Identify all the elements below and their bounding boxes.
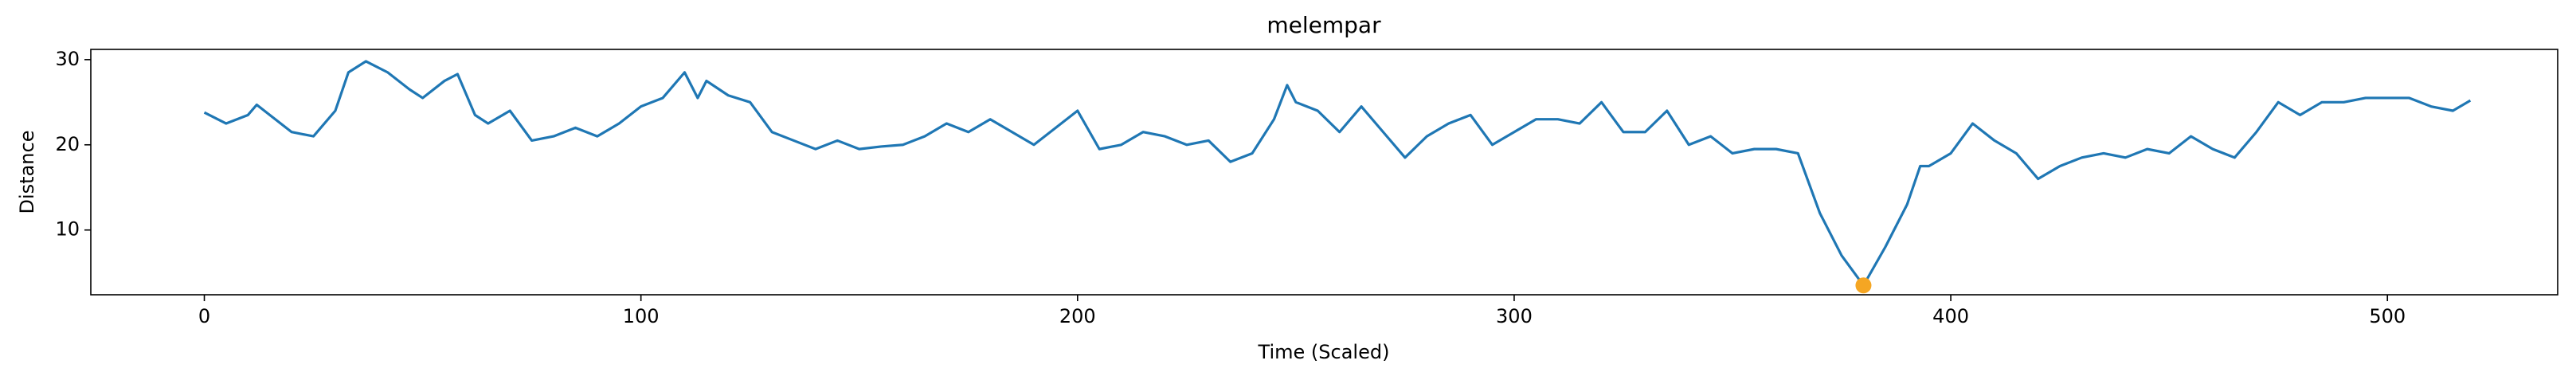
chart-title: melempar [1266, 12, 1381, 38]
x-tick-label: 400 [1932, 305, 1969, 327]
y-tick-label: 20 [55, 133, 80, 155]
x-tick-label: 200 [1059, 305, 1096, 327]
highlight-point [1855, 277, 1872, 294]
x-tick-label: 500 [2369, 305, 2406, 327]
y-tick-label: 10 [55, 218, 80, 241]
y-axis-label: Distance [16, 131, 38, 214]
plot-frame [90, 49, 2558, 296]
x-axis-label: Time (Scaled) [1258, 341, 1390, 363]
x-tick-label: 300 [1496, 305, 1533, 327]
line [203, 60, 2472, 287]
y-tick-label: 30 [55, 48, 80, 70]
x-tick-label: 0 [198, 305, 210, 327]
x-tick-label: 100 [623, 305, 660, 327]
